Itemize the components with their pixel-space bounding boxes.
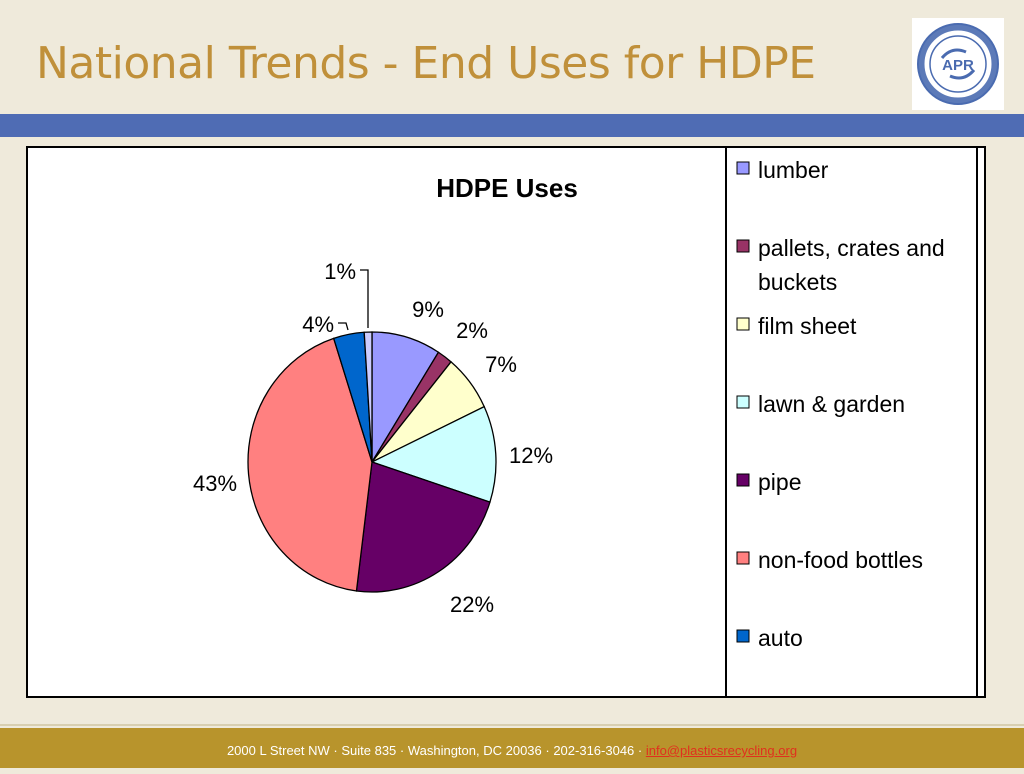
legend-label: auto <box>758 625 803 651</box>
legend-item: lawn & garden <box>736 391 905 417</box>
legend-item: film sheet <box>736 313 857 339</box>
legend-label: lawn & garden <box>758 391 905 417</box>
leader-line <box>360 269 369 328</box>
footer: 2000 L Street NW · Suite 835 · Washingto… <box>0 728 1024 768</box>
legend-item: pipe <box>736 469 801 495</box>
legend-swatch <box>736 551 750 565</box>
legend-label: lumber <box>758 157 829 183</box>
legend-box <box>725 146 978 698</box>
legend-item: pallets, crates and buckets <box>736 235 945 295</box>
data-labels: 9% 2% 7% 12% 22% 43% 4% 1% <box>193 259 553 617</box>
pie-slice-non-food-bottles <box>247 337 373 592</box>
legend-label: non-food bottles <box>758 547 923 573</box>
legend: lumber pallets, crates and buckets film she… <box>736 157 945 651</box>
legend-label: pipe <box>758 469 801 495</box>
hdpe-chart: HDPE Uses 9% 2% 7% 12% 22% 43% 4% 1% lumber pall… <box>26 146 986 698</box>
data-label: 12% <box>509 443 553 468</box>
legend-label: buckets <box>758 269 837 295</box>
legend-swatch <box>736 239 750 253</box>
data-label: 7% <box>485 352 517 377</box>
chart-title: HDPE Uses <box>436 173 578 203</box>
legend-label: film sheet <box>758 313 857 339</box>
data-label: 2% <box>456 318 488 343</box>
footer-address: 2000 L Street NW · Suite 835 · Washingto… <box>226 743 646 758</box>
pie <box>247 331 497 593</box>
legend-item: lumber <box>736 157 829 183</box>
legend-swatch <box>736 395 750 409</box>
legend-swatch <box>736 161 750 175</box>
legend-swatch <box>736 317 750 331</box>
data-label: 9% <box>412 297 444 322</box>
apr-logo: APR <box>912 18 1004 110</box>
legend-swatch <box>736 629 750 643</box>
data-label: 1% <box>324 259 356 284</box>
legend-item: auto <box>736 625 803 651</box>
logo-letters: APR <box>942 57 974 74</box>
data-label: 22% <box>450 592 494 617</box>
footer-divider <box>0 724 1024 726</box>
title-accent-bar <box>0 114 1024 137</box>
pie-slice-pipe <box>355 461 491 593</box>
data-label: 4% <box>302 312 334 337</box>
apr-logo-graphic: APR <box>917 23 999 105</box>
legend-label: pallets, crates and <box>758 235 945 261</box>
pie-slice-unlabeled <box>363 331 373 463</box>
pie-slice-lawn-garden <box>370 405 497 504</box>
footer-email-link[interactable]: info@plasticsrecycling.org <box>645 743 798 758</box>
legend-swatch <box>736 473 750 487</box>
leader-line <box>338 322 349 331</box>
slide-title: National Trends - End Uses for HDPE <box>36 38 816 89</box>
data-label: 43% <box>193 471 237 496</box>
legend-item: non-food bottles <box>736 547 923 573</box>
